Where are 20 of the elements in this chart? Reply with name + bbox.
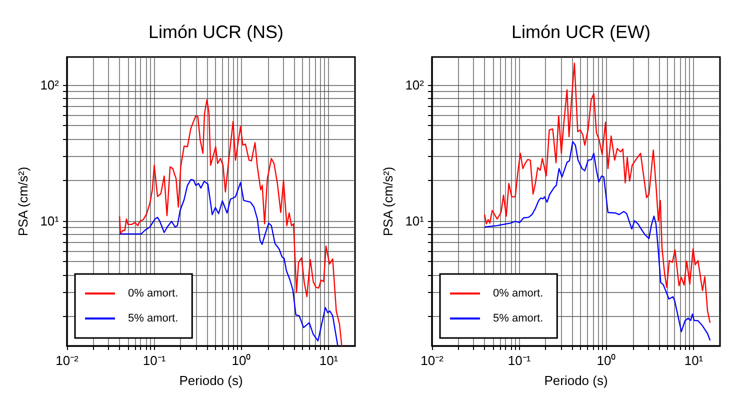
x-tick-label: 10⁻² (56, 353, 80, 368)
x-axis-title: Periodo (s) (544, 373, 608, 388)
x-tick-label: 10⁰ (232, 353, 252, 368)
x-axis-title: Periodo (s) (179, 373, 243, 388)
chart-title: Limón UCR (NS) (148, 22, 284, 42)
y-tick-label: 10² (405, 77, 425, 92)
legend-label: 0% amort. (128, 288, 178, 300)
y-axis-title: PSA (cm/s²) (380, 166, 396, 236)
x-tick-label: 10⁻² (420, 353, 444, 368)
y-axis-title: PSA (cm/s²) (15, 166, 30, 236)
legend-label: 0% amort. (493, 288, 544, 300)
x-tick-label: 10⁰ (596, 353, 616, 368)
legend-label: 5% amort. (128, 312, 178, 324)
x-tick-label: 10⁻¹ (508, 353, 532, 368)
x-tick-label: 10¹ (319, 353, 339, 368)
y-tick-label: 10² (40, 77, 60, 92)
x-tick-label: 10¹ (684, 353, 704, 368)
chart-title: Limón UCR (EW) (511, 22, 651, 42)
legend-label: 5% amort. (493, 312, 544, 324)
x-tick-label: 10⁻¹ (142, 353, 166, 368)
